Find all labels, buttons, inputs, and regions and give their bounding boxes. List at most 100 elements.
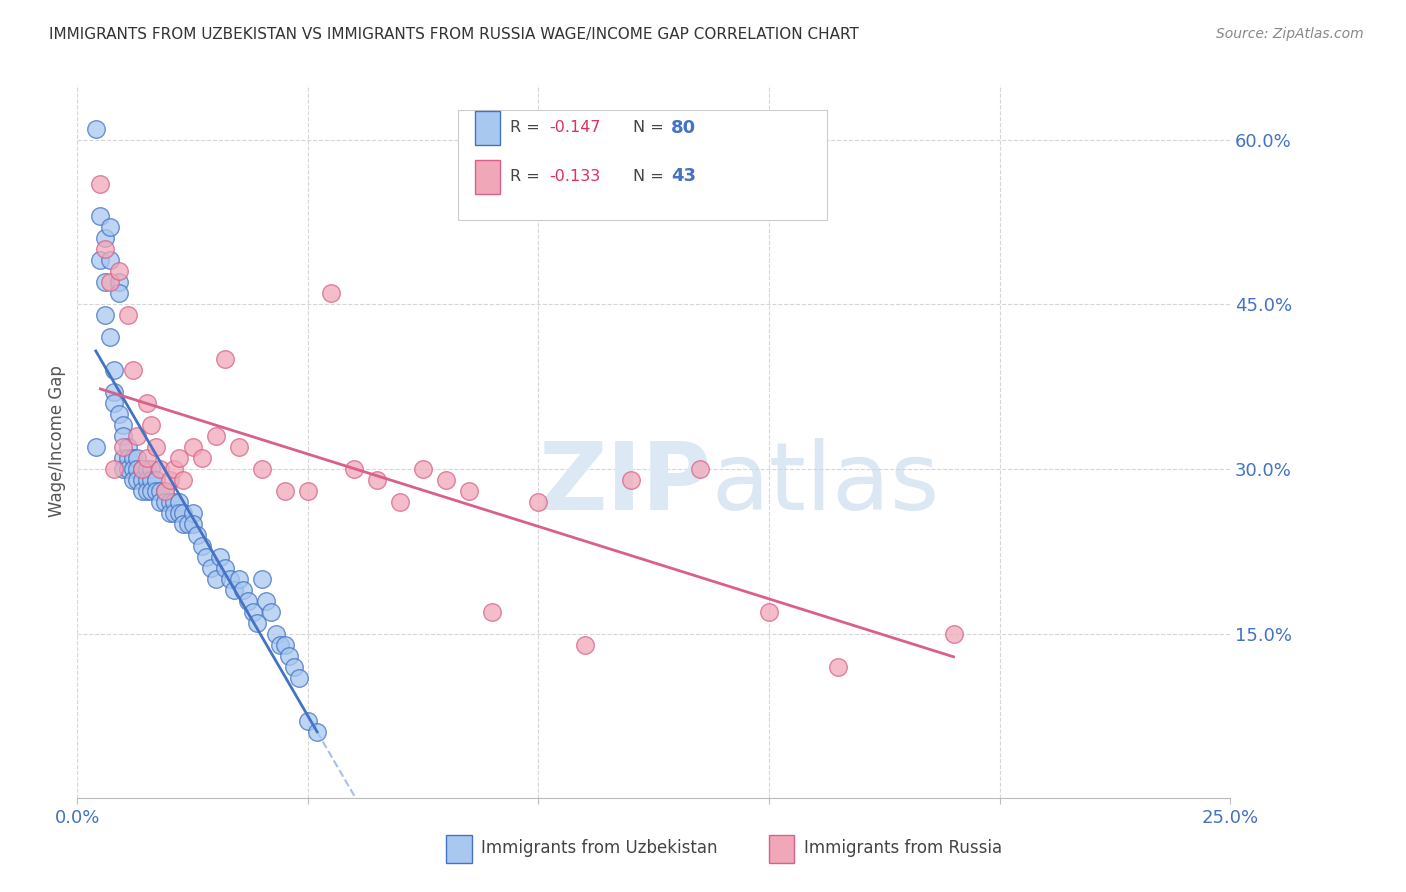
Point: [204, 572, 226, 586]
Point: [758, 605, 780, 619]
Point: [112, 418, 135, 433]
Point: [167, 506, 190, 520]
Point: [131, 462, 153, 476]
Point: [135, 483, 157, 498]
Text: atlas: atlas: [711, 438, 939, 531]
Point: [191, 450, 214, 465]
Point: [139, 483, 162, 498]
Point: [89, 177, 111, 191]
Point: [112, 450, 135, 465]
Point: [135, 450, 157, 465]
Point: [139, 462, 162, 476]
Point: [366, 473, 388, 487]
Point: [145, 483, 167, 498]
Point: [149, 462, 172, 476]
FancyBboxPatch shape: [458, 110, 827, 220]
Point: [108, 407, 131, 421]
Point: [103, 396, 125, 410]
Point: [167, 450, 190, 465]
Point: [117, 308, 139, 322]
Point: [112, 429, 135, 443]
Point: [214, 561, 236, 575]
Text: ZIP: ZIP: [538, 438, 711, 531]
Point: [228, 440, 250, 454]
Point: [131, 483, 153, 498]
Text: 80: 80: [671, 119, 696, 136]
Text: R =: R =: [510, 120, 544, 135]
Point: [149, 495, 172, 509]
Point: [159, 495, 181, 509]
Point: [163, 495, 186, 509]
Point: [89, 253, 111, 268]
Bar: [475, 160, 501, 194]
Point: [172, 473, 194, 487]
Point: [121, 450, 143, 465]
Point: [209, 549, 232, 564]
Point: [343, 462, 366, 476]
Point: [434, 473, 457, 487]
Point: [200, 561, 222, 575]
Point: [260, 605, 283, 619]
Point: [159, 506, 181, 520]
Point: [135, 396, 157, 410]
Point: [131, 473, 153, 487]
Point: [153, 495, 176, 509]
Point: [108, 286, 131, 301]
Point: [108, 264, 131, 278]
Point: [98, 330, 121, 344]
Point: [112, 462, 135, 476]
Point: [121, 462, 143, 476]
Point: [307, 725, 329, 739]
Point: [167, 495, 190, 509]
Point: [153, 483, 176, 498]
Point: [186, 528, 208, 542]
Point: [246, 615, 269, 630]
Point: [250, 572, 273, 586]
Text: IMMIGRANTS FROM UZBEKISTAN VS IMMIGRANTS FROM RUSSIA WAGE/INCOME GAP CORRELATION: IMMIGRANTS FROM UZBEKISTAN VS IMMIGRANTS…: [49, 27, 859, 42]
Point: [181, 516, 204, 531]
Point: [274, 483, 297, 498]
Point: [94, 231, 117, 245]
Point: [145, 473, 167, 487]
Point: [163, 506, 186, 520]
Point: [139, 418, 162, 433]
Point: [269, 638, 291, 652]
Point: [195, 549, 218, 564]
Point: [121, 363, 143, 377]
Text: Immigrants from Russia: Immigrants from Russia: [804, 839, 1002, 857]
Point: [135, 473, 157, 487]
Point: [297, 714, 319, 729]
Point: [94, 243, 117, 257]
Point: [177, 516, 200, 531]
Point: [689, 462, 711, 476]
Point: [103, 462, 125, 476]
Point: [204, 429, 226, 443]
Point: [112, 440, 135, 454]
Bar: [446, 836, 471, 863]
Point: [127, 450, 149, 465]
Point: [297, 483, 319, 498]
Point: [620, 473, 643, 487]
Point: [250, 462, 273, 476]
Point: [481, 605, 503, 619]
Point: [153, 483, 176, 498]
Point: [527, 495, 550, 509]
Point: [942, 626, 965, 640]
Point: [98, 253, 121, 268]
Point: [94, 308, 117, 322]
Point: [458, 483, 481, 498]
Point: [214, 352, 236, 367]
Point: [117, 462, 139, 476]
Point: [827, 659, 849, 673]
Point: [127, 462, 149, 476]
Point: [84, 440, 107, 454]
Text: R =: R =: [510, 169, 544, 184]
Point: [98, 220, 121, 235]
Point: [236, 593, 259, 607]
Text: N =: N =: [633, 169, 669, 184]
Point: [232, 582, 254, 597]
Point: [121, 473, 143, 487]
Point: [319, 286, 342, 301]
Point: [94, 276, 117, 290]
Point: [159, 473, 181, 487]
